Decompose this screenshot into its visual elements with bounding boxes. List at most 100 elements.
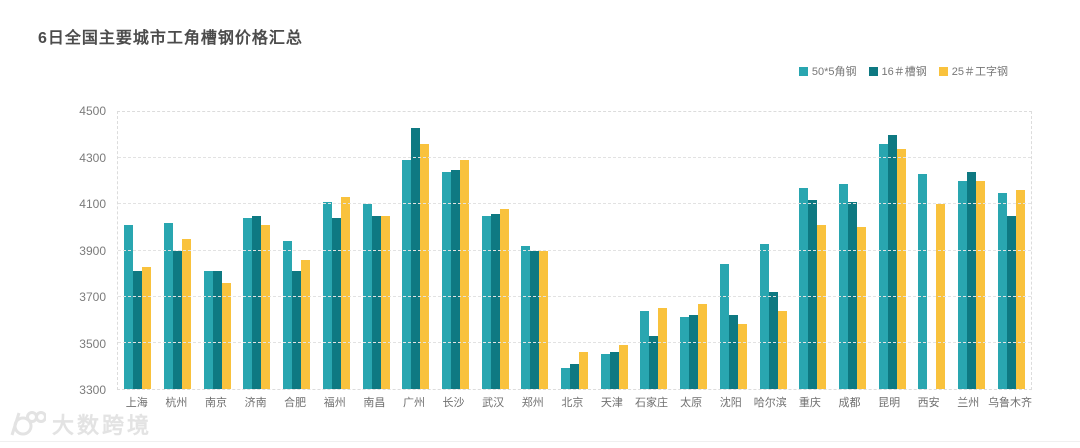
bar-哈尔滨-50*5角钢[interactable] bbox=[759, 243, 769, 389]
y-tick-label: 4100 bbox=[79, 197, 106, 211]
bar-乌鲁木齐-16＃槽钢[interactable] bbox=[1006, 215, 1016, 389]
bar-兰州-50*5角钢[interactable] bbox=[958, 181, 968, 389]
bar-广州-25＃工字钢[interactable] bbox=[420, 144, 430, 389]
bar-长沙-16＃槽钢[interactable] bbox=[450, 169, 460, 389]
bar-郑州-50*5角钢[interactable] bbox=[521, 245, 531, 389]
bar-济南-50*5角钢[interactable] bbox=[243, 218, 253, 389]
bar-石家庄-16＃槽钢[interactable] bbox=[649, 335, 659, 389]
bar-group-哈尔滨 bbox=[753, 112, 793, 389]
bar-group-兰州 bbox=[952, 112, 992, 389]
bar-天津-16＃槽钢[interactable] bbox=[609, 352, 619, 389]
bar-昆明-25＃工字钢[interactable] bbox=[896, 148, 906, 389]
legend-swatch-icon bbox=[798, 66, 808, 76]
bar-武汉-16＃槽钢[interactable] bbox=[490, 213, 500, 389]
y-tick-label: 4300 bbox=[79, 150, 106, 165]
legend-item-0[interactable]: 50*5角钢 bbox=[798, 63, 857, 79]
bar-福州-50*5角钢[interactable] bbox=[322, 202, 332, 389]
footer-divider bbox=[0, 441, 1080, 442]
gridline bbox=[118, 341, 1031, 343]
bar-重庆-25＃工字钢[interactable] bbox=[817, 225, 827, 389]
bar-乌鲁木齐-25＃工字钢[interactable] bbox=[1015, 190, 1025, 389]
bar-杭州-25＃工字钢[interactable] bbox=[182, 238, 192, 389]
x-tick-label-石家庄: 石家庄 bbox=[635, 397, 669, 409]
bar-成都-16＃槽钢[interactable] bbox=[848, 202, 857, 389]
bar-西安-25＃工字钢[interactable] bbox=[936, 204, 946, 389]
bar-成都-50*5角钢[interactable] bbox=[839, 183, 848, 389]
legend-item-1[interactable]: 16＃槽钢 bbox=[868, 63, 927, 79]
bar-长沙-50*5角钢[interactable] bbox=[441, 172, 451, 389]
x-tick-label-乌鲁木齐: 乌鲁木齐 bbox=[988, 397, 1033, 409]
bar-重庆-16＃槽钢[interactable] bbox=[808, 199, 818, 389]
bar-福州-25＃工字钢[interactable] bbox=[340, 197, 350, 389]
y-axis: 3300 3500 3700 3900 4100 4300 4500 bbox=[0, 104, 110, 397]
bar-group-北京 bbox=[555, 112, 595, 389]
bar-沈阳-16＃槽钢[interactable] bbox=[728, 315, 738, 389]
bar-济南-16＃槽钢[interactable] bbox=[252, 215, 262, 389]
bar-南昌-25＃工字钢[interactable] bbox=[380, 215, 390, 389]
x-tick-label-天津: 天津 bbox=[600, 397, 623, 409]
bar-长沙-25＃工字钢[interactable] bbox=[459, 160, 469, 389]
bar-济南-25＃工字钢[interactable] bbox=[261, 225, 271, 389]
bar-哈尔滨-25＃工字钢[interactable] bbox=[777, 310, 787, 389]
bar-石家庄-50*5角钢[interactable] bbox=[640, 310, 650, 389]
bar-武汉-25＃工字钢[interactable] bbox=[499, 208, 509, 389]
bar-南昌-16＃槽钢[interactable] bbox=[371, 215, 381, 389]
legend-swatch-icon bbox=[868, 66, 878, 76]
bar-福州-16＃槽钢[interactable] bbox=[331, 218, 341, 389]
bar-乌鲁木齐-50*5角钢[interactable] bbox=[997, 192, 1007, 389]
bar-上海-25＃工字钢[interactable] bbox=[142, 266, 152, 389]
bar-兰州-25＃工字钢[interactable] bbox=[976, 181, 986, 389]
bar-广州-16＃槽钢[interactable] bbox=[411, 128, 421, 389]
bar-合肥-16＃槽钢[interactable] bbox=[292, 271, 302, 389]
y-tick-label: 3700 bbox=[79, 290, 106, 304]
bar-太原-16＃槽钢[interactable] bbox=[689, 315, 699, 389]
bar-成都-25＃工字钢[interactable] bbox=[857, 227, 866, 389]
x-tick-label-济南: 济南 bbox=[244, 397, 267, 409]
bar-昆明-50*5角钢[interactable] bbox=[878, 144, 888, 389]
x-tick-label-昆明: 昆明 bbox=[878, 397, 901, 409]
bar-上海-16＃槽钢[interactable] bbox=[133, 271, 143, 389]
bar-南昌-50*5角钢[interactable] bbox=[362, 204, 372, 389]
bar-北京-16＃槽钢[interactable] bbox=[570, 363, 580, 389]
bar-太原-50*5角钢[interactable] bbox=[680, 317, 690, 389]
bar-太原-25＃工字钢[interactable] bbox=[698, 303, 708, 389]
bar-重庆-50*5角钢[interactable] bbox=[799, 188, 809, 389]
x-tick-label-兰州: 兰州 bbox=[957, 397, 980, 409]
bar-group-西安 bbox=[912, 112, 952, 389]
bar-group-乌鲁木齐 bbox=[991, 112, 1031, 389]
bar-上海-50*5角钢[interactable] bbox=[124, 225, 134, 389]
bar-广州-50*5角钢[interactable] bbox=[402, 160, 412, 389]
bar-杭州-50*5角钢[interactable] bbox=[164, 222, 174, 389]
bar-南京-25＃工字钢[interactable] bbox=[221, 282, 231, 389]
gridline bbox=[118, 203, 1031, 205]
bar-北京-25＃工字钢[interactable] bbox=[579, 352, 589, 389]
bar-天津-50*5角钢[interactable] bbox=[600, 354, 610, 389]
bar-杭州-16＃槽钢[interactable] bbox=[173, 250, 183, 389]
bar-昆明-16＃槽钢[interactable] bbox=[887, 135, 897, 389]
bar-合肥-25＃工字钢[interactable] bbox=[301, 259, 311, 389]
watermark-logo-icon bbox=[10, 411, 46, 436]
gridline bbox=[118, 295, 1031, 297]
x-tick-label-太原: 太原 bbox=[680, 397, 703, 409]
bar-郑州-16＃槽钢[interactable] bbox=[530, 250, 540, 389]
bar-南京-50*5角钢[interactable] bbox=[203, 271, 213, 389]
bar-合肥-50*5角钢[interactable] bbox=[283, 241, 293, 389]
bar-沈阳-50*5角钢[interactable] bbox=[719, 264, 729, 389]
bar-南京-16＃槽钢[interactable] bbox=[212, 271, 222, 389]
legend-label: 16＃槽钢 bbox=[881, 66, 927, 78]
bar-北京-50*5角钢[interactable] bbox=[561, 368, 571, 389]
legend-item-2[interactable]: 25＃工字钢 bbox=[938, 63, 1008, 79]
bar-天津-25＃工字钢[interactable] bbox=[618, 345, 628, 389]
bar-哈尔滨-16＃槽钢[interactable] bbox=[768, 292, 778, 389]
bar-西安-50*5角钢[interactable] bbox=[918, 174, 928, 389]
y-tick-label: 3500 bbox=[79, 336, 106, 351]
bar-郑州-25＃工字钢[interactable] bbox=[539, 250, 549, 389]
bar-group-太原 bbox=[674, 112, 714, 389]
bar-group-重庆 bbox=[793, 112, 833, 389]
plot-area bbox=[117, 111, 1032, 390]
bar-group-长沙 bbox=[436, 112, 476, 389]
bar-石家庄-25＃工字钢[interactable] bbox=[658, 308, 668, 389]
bar-武汉-50*5角钢[interactable] bbox=[481, 215, 491, 389]
bar-兰州-16＃槽钢[interactable] bbox=[967, 172, 977, 389]
bar-沈阳-25＃工字钢[interactable] bbox=[737, 324, 747, 389]
